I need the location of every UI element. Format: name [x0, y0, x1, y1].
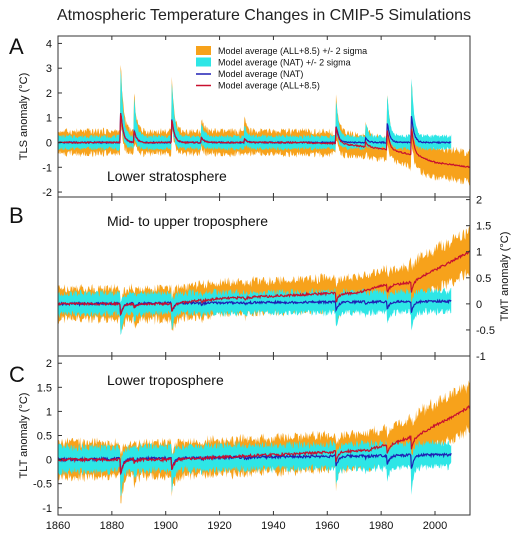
panel-annotation: Mid- to upper troposphere	[107, 213, 268, 229]
y-tick-label: 4	[46, 38, 52, 50]
all-band-c	[58, 380, 470, 504]
y-tick-label: 1	[46, 113, 52, 125]
y-tick-label: -1	[42, 503, 52, 515]
x-tick-label: 2000	[423, 520, 447, 532]
all-avg-line-c	[58, 405, 470, 476]
y-tick-label: 2	[476, 195, 482, 207]
all-band-a	[58, 64, 470, 186]
y-tick-label: 2	[46, 358, 52, 370]
x-tick-label: 1960	[315, 520, 339, 532]
panel-a: -2 -1 0 1 2 3 4 TLS anomaly (°C) A Lower stratosp…	[9, 34, 471, 199]
x-tick-label: 1900	[153, 520, 177, 532]
y-tick-label: 2	[46, 88, 52, 100]
panel-annotation: Lower stratosphere	[107, 168, 227, 184]
x-tick-label: 1940	[261, 520, 285, 532]
panel-letter: B	[9, 203, 24, 228]
all-band-b	[58, 225, 470, 335]
y-tick-label: 1	[476, 247, 482, 259]
x-tick-label: 1880	[100, 520, 124, 532]
y-axis-label: TLS anomaly (°C)	[18, 73, 30, 161]
all-avg-line-b	[58, 250, 470, 316]
y-tick-label: -2	[42, 187, 52, 199]
y-tick-label: 0.5	[476, 273, 491, 285]
y-tick-label: -1	[476, 351, 486, 363]
y-tick-label: -0.5	[476, 325, 495, 337]
x-tick-label: 1920	[207, 520, 231, 532]
y-tick-label: -0.5	[33, 479, 52, 491]
legend-entry-label: Model average (ALL+8.5) +/- 2 sigma	[218, 46, 367, 56]
chart-title: Atmospheric Temperature Changes in CMIP-…	[57, 7, 471, 24]
y-axis-label: TLT anomaly (°C)	[18, 393, 30, 479]
y-tick-label: 0	[46, 455, 52, 467]
y-axis-label: TMT anomaly (°C)	[499, 232, 511, 322]
legend-entry-label: Model average (NAT)	[218, 69, 303, 79]
panel-letter: C	[9, 362, 25, 387]
y-tick-label: -1	[42, 162, 52, 174]
y-tick-label: 3	[46, 63, 52, 75]
nat-band-b	[58, 287, 452, 335]
panel-letter: A	[9, 34, 24, 59]
legend-swatch-band	[196, 57, 211, 67]
y-tick-label: 0	[46, 138, 52, 150]
panel-c: -1 -0.5 0 0.5 1 1.5 2 TLT anomaly (°C) C Lower tr…	[9, 355, 471, 516]
panel-annotation: Lower troposphere	[107, 372, 224, 388]
x-tick-label: 1980	[369, 520, 393, 532]
x-axis: 1860 1880 1900 1920 1940 1960 1980 2000	[46, 520, 447, 532]
legend-swatch-band	[196, 46, 211, 55]
legend-entry-label: Model average (ALL+8.5)	[218, 81, 320, 91]
all-avg-line-a	[58, 113, 470, 169]
y-tick-label: 0.5	[37, 431, 52, 443]
legend: Model average (ALL+8.5) +/- 2 sigma Model…	[196, 46, 367, 91]
panel-b: -1 -0.5 0 0.5 1 1.5 2 TMT anomaly (°C) B Mid- to …	[9, 195, 511, 363]
legend-entry-label: Model average (NAT) +/- 2 sigma	[218, 58, 351, 68]
x-tick-label: 1860	[46, 520, 70, 532]
panels-layer: -2 -1 0 1 2 3 4 TLS anomaly (°C) A Lower stratosp…	[9, 34, 511, 532]
nat-band-c	[58, 439, 452, 496]
y-tick-label: 1.5	[37, 382, 52, 394]
y-tick-label: 0	[476, 299, 482, 311]
y-tick-label: 1	[46, 406, 52, 418]
y-tick-label: 1.5	[476, 221, 491, 233]
